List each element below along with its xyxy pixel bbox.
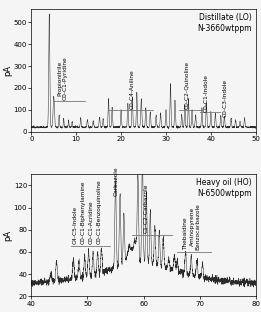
Text: C0-C1-Biphenylamine: C0-C1-Biphenylamine [80,181,85,244]
Text: Heavy oil (HO)
N-6500wtppm: Heavy oil (HO) N-6500wtppm [196,178,251,198]
Text: Thebaidine: Thebaidine [183,217,188,250]
Text: C0-C3-Indole: C0-C3-Indole [223,79,228,117]
Text: Propionitrile
C0-C1-Pyridine: Propionitrile C0-C1-Pyridine [57,56,68,100]
Text: Aminopyrene
Benzocarbazole: Aminopyrene Benzocarbazole [190,203,200,250]
Text: Carbazole: Carbazole [114,167,119,197]
Text: C0-C1-Benzoquinoline: C0-C1-Benzoquinoline [96,179,101,244]
Text: C0-C4-Aniline: C0-C4-Aniline [130,69,135,109]
Text: C0-C1-Acridine: C0-C1-Acridine [88,201,93,244]
Text: C1-C2-Carbazole: C1-C2-Carbazole [144,183,149,233]
Y-axis label: pA: pA [3,230,12,241]
Y-axis label: pA: pA [3,65,12,76]
Text: C4-C5-Indole: C4-C5-Indole [73,206,78,244]
Text: Distillate (LO)
N-3660wtppm: Distillate (LO) N-3660wtppm [197,13,251,33]
Text: C0-C2-Quinoline: C0-C2-Quinoline [184,61,189,109]
Text: C0-C1-Indole: C0-C1-Indole [204,74,209,112]
